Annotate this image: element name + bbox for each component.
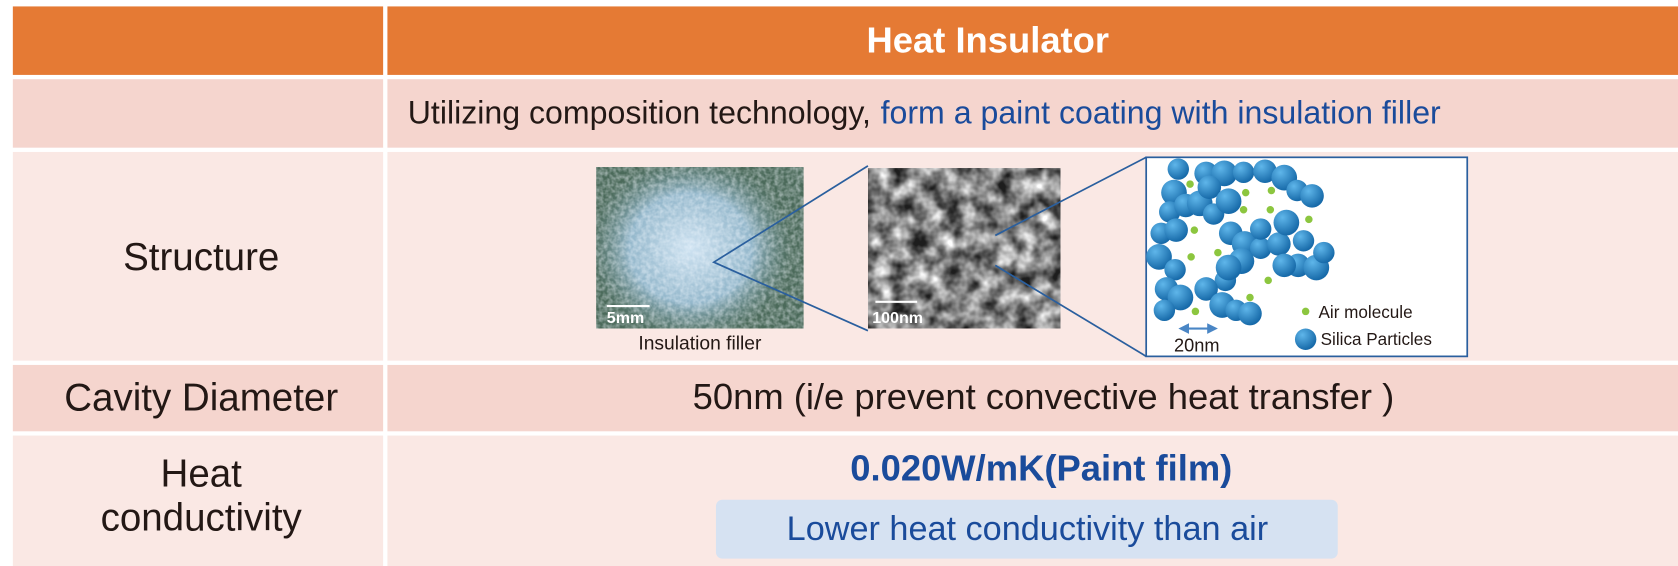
silica-particle bbox=[1153, 299, 1176, 322]
silica-particle bbox=[1167, 284, 1194, 311]
photo-caption: Insulation filler bbox=[638, 334, 762, 355]
silica-particle bbox=[1167, 158, 1189, 180]
air-molecule bbox=[1191, 307, 1200, 316]
silica-particle bbox=[1215, 188, 1242, 215]
cell bbox=[12, 151, 384, 361]
legend-label: Air molecule bbox=[1318, 303, 1412, 322]
header-cell bbox=[12, 6, 384, 75]
air-molecule bbox=[1214, 248, 1222, 257]
silica-particle bbox=[1197, 175, 1222, 200]
silica-particle bbox=[1232, 161, 1255, 184]
cell bbox=[387, 364, 1678, 432]
row-label: Structure bbox=[123, 236, 279, 279]
note: Lower heat conductivity than air bbox=[787, 510, 1268, 548]
photo-micro bbox=[867, 168, 1061, 329]
silica-particle bbox=[1238, 301, 1262, 326]
conductivity-value: 0.020W/mK(Paint film) bbox=[850, 447, 1232, 488]
scale-label: 20nm bbox=[1174, 336, 1219, 356]
legend-dot bbox=[1301, 307, 1310, 316]
silica-particle bbox=[1292, 230, 1315, 252]
air-molecule bbox=[1187, 253, 1195, 261]
air-molecule bbox=[1246, 293, 1254, 302]
silica-particle bbox=[1300, 184, 1324, 208]
legend-ball bbox=[1294, 328, 1317, 350]
header-cell bbox=[387, 6, 1678, 75]
row-label: Cavity Diameter bbox=[64, 376, 338, 419]
silica-particle bbox=[1313, 241, 1335, 264]
silica-particle bbox=[1146, 244, 1172, 270]
zoom-lines bbox=[712, 156, 1147, 358]
intro-text: Utilizing composition technology, bbox=[408, 95, 871, 131]
silica-particle bbox=[1164, 218, 1188, 242]
silica-particle bbox=[1253, 159, 1277, 184]
row-label: Heat bbox=[161, 452, 243, 495]
air-molecule bbox=[1241, 188, 1250, 197]
air-molecule bbox=[1239, 206, 1248, 214]
silica-particle bbox=[1249, 218, 1272, 240]
title: Heat Insulator bbox=[867, 19, 1110, 60]
air-molecule bbox=[1186, 180, 1194, 188]
silica-particle bbox=[1194, 277, 1218, 301]
legend-label: Silica Particles bbox=[1321, 330, 1432, 349]
air-molecule bbox=[1266, 206, 1275, 214]
cell bbox=[387, 79, 1678, 148]
table: Heat Insulator Utilizing composition tec… bbox=[12, 6, 1678, 566]
silica-particle bbox=[1272, 253, 1297, 278]
air-molecule bbox=[1264, 276, 1272, 285]
silica-particle bbox=[1164, 258, 1186, 281]
note-box bbox=[715, 499, 1338, 559]
air-molecule bbox=[1190, 226, 1199, 234]
silica-particle bbox=[1273, 209, 1300, 236]
cell bbox=[12, 79, 384, 148]
intro-highlight: form a paint coating with insulation fil… bbox=[881, 95, 1441, 131]
cell bbox=[12, 364, 384, 432]
row-label: conductivity bbox=[101, 496, 303, 539]
scale-label: 5mm bbox=[607, 309, 644, 327]
photo-filler bbox=[596, 166, 804, 329]
cell bbox=[12, 435, 384, 566]
intro: Utilizing composition technology, form a … bbox=[408, 95, 1441, 131]
air-molecule bbox=[1267, 186, 1276, 195]
particle-diagram bbox=[1146, 158, 1335, 326]
silica-particle bbox=[1215, 254, 1242, 281]
silica-particle bbox=[1267, 232, 1291, 256]
silica-particle bbox=[1249, 237, 1272, 259]
air-molecule bbox=[1305, 215, 1313, 224]
scale-label: 100nm bbox=[872, 309, 923, 327]
cavity-text: 50nm (i/e prevent convective heat transf… bbox=[693, 376, 1395, 417]
